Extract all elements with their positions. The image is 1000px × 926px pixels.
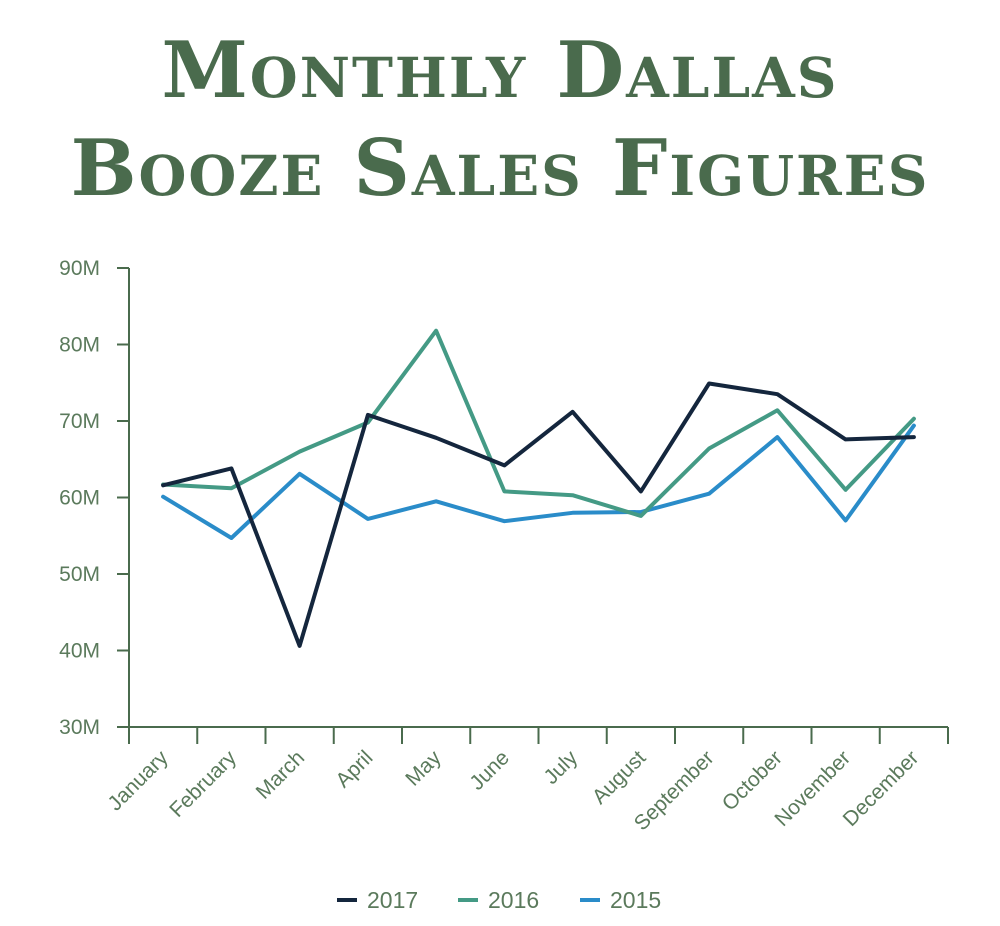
series-line-2016 xyxy=(161,328,916,518)
y-tick-label: 90M xyxy=(59,257,100,280)
legend-label-2015: 2015 xyxy=(610,887,661,913)
chart-title-line2: Booze Sales Figures xyxy=(70,123,930,214)
series-line-2017 xyxy=(161,381,916,648)
x-tick-label: April xyxy=(331,746,377,792)
y-tick-label: 30M xyxy=(59,716,100,739)
y-tick-label: 80M xyxy=(59,334,100,357)
series-line-2015 xyxy=(161,423,916,540)
x-tick-label: July xyxy=(539,746,582,789)
y-tick-label: 40M xyxy=(59,640,100,663)
x-tick-label: October xyxy=(718,746,787,815)
y-tick-label: 70M xyxy=(59,410,100,433)
chart-title-line1: Monthly Dallas xyxy=(161,25,839,116)
y-tick-label: 50M xyxy=(59,563,100,586)
x-tick-label: May xyxy=(401,746,446,791)
x-tick-label: March xyxy=(252,746,310,804)
x-tick-label: January xyxy=(104,746,173,815)
x-tick-label: February xyxy=(165,746,241,822)
x-tick-label: August xyxy=(588,746,651,809)
x-tick-label: June xyxy=(465,746,513,794)
y-tick-label: 60M xyxy=(59,487,100,510)
chart-legend: 2017 2016 2015 xyxy=(337,887,661,913)
chart-series xyxy=(161,328,916,648)
chart-title: Monthly Dallas Booze Sales Figures xyxy=(0,22,1000,218)
legend-label-2016: 2016 xyxy=(488,887,539,913)
legend-label-2017: 2017 xyxy=(367,887,418,913)
